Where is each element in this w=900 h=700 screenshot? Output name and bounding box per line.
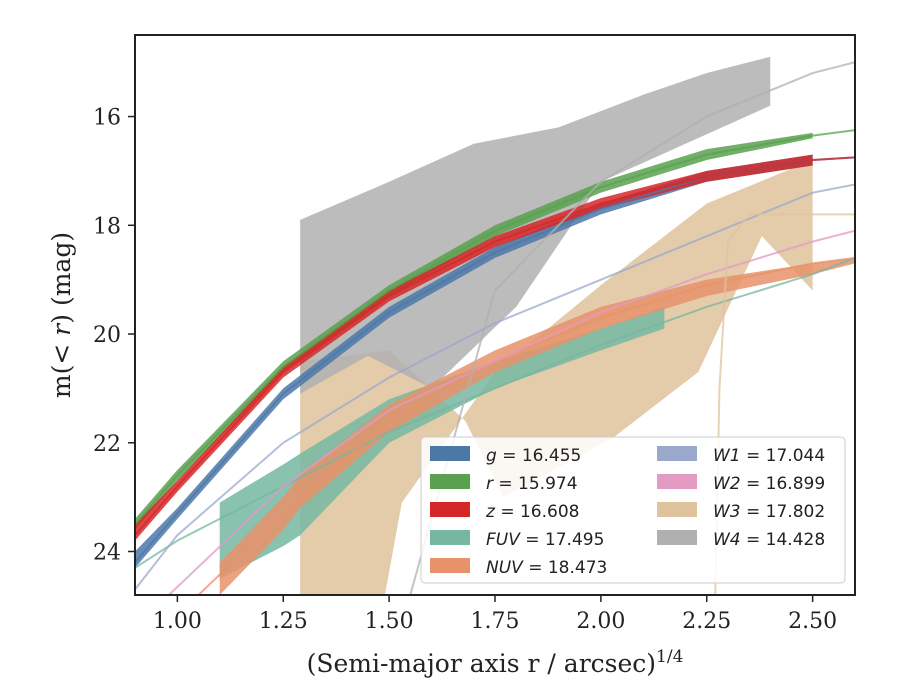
w1-curve	[135, 183, 855, 591]
legend-swatch	[430, 446, 470, 461]
curves-layer	[135, 61, 855, 595]
x-tick-label: 1.50	[365, 609, 414, 634]
w4-curve	[409, 61, 855, 595]
nuv-curve	[197, 256, 855, 595]
legend-label: W1 = 17.044	[713, 446, 825, 466]
legend-label: FUV = 17.495	[486, 530, 604, 550]
x-axis-label-superscript: 1/4	[656, 647, 683, 667]
w3-curve	[714, 213, 855, 595]
fuv-curve	[135, 256, 855, 569]
legend-swatch	[430, 530, 470, 545]
r-curve	[135, 129, 855, 525]
legend-entry-nuv: NUV = 18.473	[430, 558, 607, 578]
legend-entry-r: r = 15.974	[430, 474, 578, 494]
z-curve	[135, 156, 855, 536]
legend-swatch	[657, 502, 697, 517]
legend-entry-w4: W4 = 14.428	[657, 530, 825, 550]
x-tick-label: 2.00	[576, 609, 625, 634]
legend-swatch	[430, 474, 470, 489]
legend-swatch	[430, 502, 470, 517]
legend-label: z = 16.608	[485, 502, 579, 522]
x-axis-label: (Semi-major axis r / arcsec)1/4	[307, 647, 684, 678]
legend-label: NUV = 18.473	[486, 558, 607, 578]
legend-entry-fuv: FUV = 17.495	[430, 530, 604, 550]
legend-swatch	[657, 530, 697, 545]
legend-box	[420, 436, 846, 584]
x-tick-label: 2.50	[788, 609, 837, 634]
y-tick-label: 16	[93, 106, 121, 131]
w2-curve	[168, 229, 855, 595]
legend: g = 16.455 r = 15.974 z = 16.608 FUV = 17.4…	[420, 436, 846, 584]
legend-label: W2 = 16.899	[713, 474, 825, 494]
y-tick-label: 18	[93, 214, 121, 239]
y-tick-label: 20	[93, 323, 121, 348]
legend-entry-w3: W3 = 17.802	[657, 502, 825, 522]
legend-label: W4 = 14.428	[713, 530, 825, 550]
x-tick-label: 1.00	[153, 609, 202, 634]
x-tick-label: 1.75	[471, 609, 520, 634]
y-tick-label: 24	[93, 541, 121, 566]
x-tick-label: 2.25	[682, 609, 731, 634]
y-tick-label: 22	[93, 432, 121, 457]
y-axis-label: m(< r) (mag)	[47, 232, 76, 398]
legend-label: W3 = 17.802	[713, 502, 825, 522]
legend-label: r = 15.974	[486, 474, 578, 494]
legend-entry-w1: W1 = 17.044	[657, 446, 825, 466]
legend-swatch	[430, 558, 470, 573]
fuv-band	[219, 306, 665, 579]
legend-entry-z: z = 16.608	[430, 502, 579, 522]
legend-label: g = 16.455	[486, 446, 581, 466]
legend-entry-g: g = 16.455	[430, 446, 581, 466]
legend-swatch	[657, 446, 697, 461]
x-tick-label: 1.25	[259, 609, 308, 634]
legend-entry-w2: W2 = 16.899	[657, 474, 825, 494]
ticks-layer: 1.00 1.25 1.50 1.75 2.00 2.25 2.50 16 18 20 22 24	[93, 106, 837, 634]
legend-swatch	[657, 474, 697, 489]
